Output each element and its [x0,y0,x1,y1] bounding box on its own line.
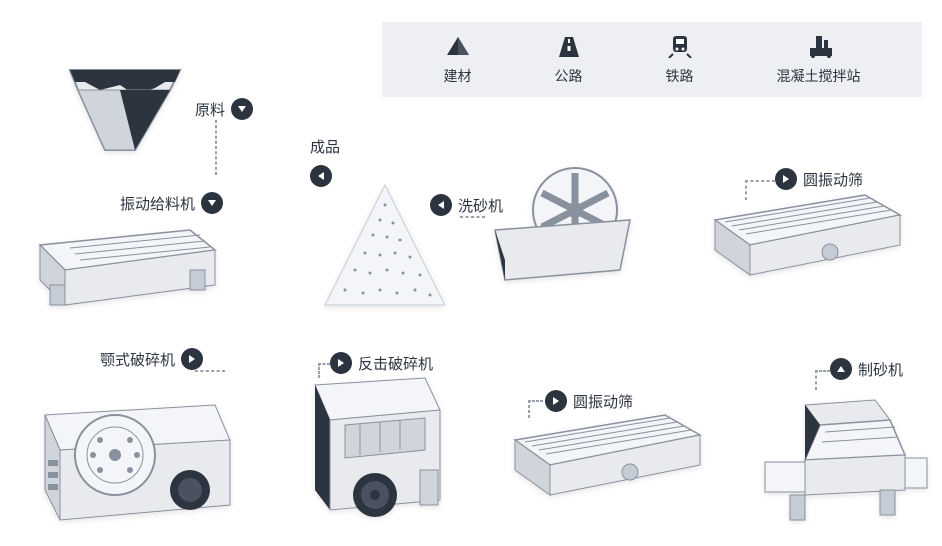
arrow-up-icon [830,358,852,380]
arrow-right-icon [181,348,203,370]
label-text: 原料 [195,99,225,120]
label-impact-crusher: 反击破碎机 [330,352,433,374]
arrow-down-icon [201,192,223,214]
category-item-station[interactable]: 混凝土搅拌站 [777,34,861,86]
category-label: 混凝土搅拌站 [777,66,861,86]
category-label: 铁路 [666,66,694,86]
label-product: 成品 [310,136,340,187]
road-icon [556,34,582,58]
label-text: 成品 [310,136,340,157]
node-jaw-crusher [20,390,240,545]
arrow-left-icon [310,165,332,187]
category-item-gonglu[interactable]: 公路 [555,34,583,86]
label-jaw-crusher: 颚式破碎机 [100,348,203,370]
pyramid-icon [445,34,471,58]
label-text: 圆振动筛 [803,169,863,190]
node-impact-crusher [265,370,465,545]
label-text: 颚式破碎机 [100,349,175,370]
arrow-right-icon [330,352,352,374]
arrow-right-icon [545,390,567,412]
mixer-station-icon [806,34,832,58]
label-vibrating-feeder: 振动给料机 [120,192,223,214]
category-bar: 建材 公路 铁路 混凝土搅拌站 [382,22,922,97]
node-vibrating-feeder [20,210,230,325]
node-circular-screen-1 [700,180,910,295]
node-raw-material [60,60,190,175]
label-sand-washer: 洗砂机 [430,194,503,216]
label-text: 制砂机 [858,359,903,380]
label-raw-material: 原料 [195,98,253,120]
label-circular-screen-2: 圆振动筛 [545,390,633,412]
category-item-jiancai[interactable]: 建材 [444,34,472,86]
label-text: 圆振动筛 [573,391,633,412]
label-text: 反击破碎机 [358,353,433,374]
category-label: 建材 [444,66,472,86]
label-circular-screen-1: 圆振动筛 [775,168,863,190]
train-icon [667,34,693,58]
category-label: 公路 [555,66,583,86]
label-text: 振动给料机 [120,193,195,214]
arrow-left-icon [430,194,452,216]
node-sand-maker [750,390,930,535]
node-circular-screen-2 [500,400,710,515]
node-sand-washer [480,165,640,290]
label-text: 洗砂机 [458,195,503,216]
arrow-down-icon [231,98,253,120]
category-item-tielu[interactable]: 铁路 [666,34,694,86]
label-sand-maker: 制砂机 [830,358,903,380]
arrow-right-icon [775,168,797,190]
